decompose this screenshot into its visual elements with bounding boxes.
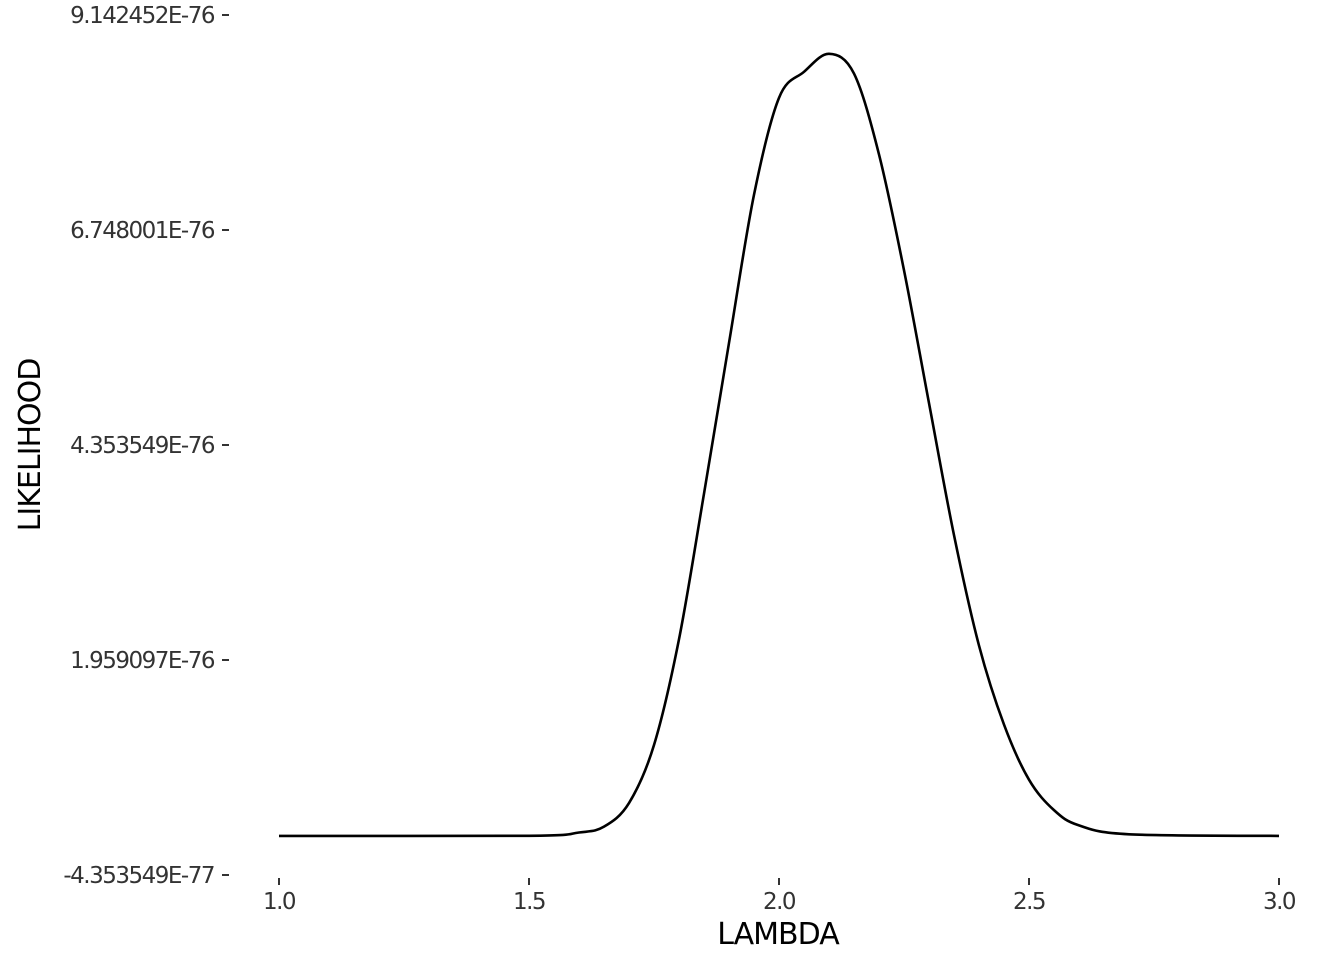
x-axis-title: LAMBDA [717,917,840,952]
plot-area [278,52,1280,838]
x-tick-label: 1.0 [263,889,296,915]
x-tick-label: 1.5 [513,889,545,915]
y-tick-label: -4.353549E-77 [63,863,214,889]
series-line [278,52,1280,838]
x-tick-label: 2.0 [763,889,796,915]
x-axis: 1.0 1.5 2.0 2.5 3.0 [263,878,1297,915]
y-tick-label: 6.748001E-76 [70,218,215,244]
y-tick-label: 4.353549E-76 [70,433,215,459]
y-tick-label: 9.142452E-76 [70,3,215,29]
y-tick-label: 1.959097E-76 [70,648,215,674]
x-tick-label: 2.5 [1013,889,1045,915]
x-tick-label: 3.0 [1263,889,1296,915]
y-axis: -4.353549E-77 1.959097E-76 4.353549E-76 6.7… [63,3,229,889]
y-axis-title: LIKELIHOOD [13,359,48,532]
